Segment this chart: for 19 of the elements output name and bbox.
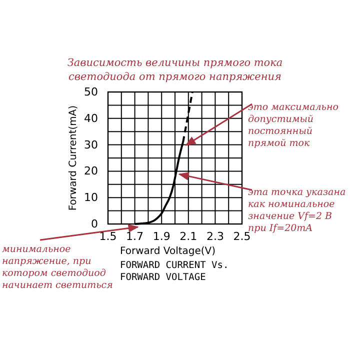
x-axis-title: Forward Voltage(V): [120, 246, 216, 257]
y-tick-label: 0: [91, 218, 98, 231]
text: FORWARD CURRENT Vs. FORWARD VOLTAGE: [120, 260, 229, 283]
annotation: минимальное напряжение, при котором светодиод начинает светиться: [2, 244, 113, 291]
x-tick-label: 2.5: [233, 230, 251, 243]
y-tick-label: 50: [84, 86, 98, 99]
x-tick-label: 1.7: [126, 230, 144, 243]
y-axis-title: Forward Current(mA): [68, 105, 79, 211]
annotation: эта точка указана как номинальное значение Vf=2 В при If=20mA: [248, 187, 346, 234]
x-tick-label: 1.5: [99, 230, 117, 243]
chart-title: Зависимость величины прямого тока светодиода от прямого напряжения: [67, 57, 283, 83]
x-tick-label: 2.3: [206, 230, 224, 243]
y-tick-label: 40: [84, 112, 98, 125]
y-tick-label: 10: [84, 191, 98, 204]
x-tick-label: 2.1: [180, 230, 198, 243]
y-tick-label: 30: [84, 138, 98, 152]
annotation: это максимально допустимый постоянный прямой ток: [248, 102, 339, 149]
x-tick-label: 1.9: [152, 230, 170, 243]
y-tick-label: 20: [84, 164, 98, 178]
